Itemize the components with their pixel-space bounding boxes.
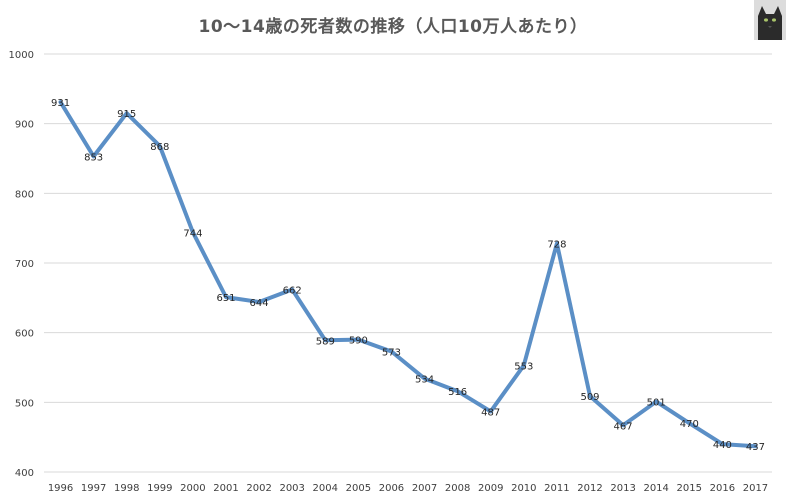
x-tick-label: 2013 (610, 483, 635, 494)
data-label: 470 (680, 419, 699, 430)
y-tick-label: 700 (15, 259, 34, 270)
data-label: 853 (84, 152, 103, 163)
data-label: 931 (51, 98, 70, 109)
x-tick-label: 2012 (577, 483, 602, 494)
cat-photo-icon (754, 0, 786, 40)
data-label: 573 (382, 347, 401, 358)
x-tick-label: 2000 (180, 483, 205, 494)
x-tick-label: 2017 (743, 483, 768, 494)
x-tick-label: 1996 (48, 483, 73, 494)
data-label: 437 (746, 442, 765, 453)
data-label: 589 (316, 336, 335, 347)
data-label: 516 (448, 387, 467, 398)
x-tick-label: 2011 (544, 483, 569, 494)
x-tick-label: 2001 (213, 483, 238, 494)
x-tick-label: 2008 (445, 483, 470, 494)
x-tick-label: 2010 (511, 483, 536, 494)
x-tick-label: 2004 (313, 483, 338, 494)
data-label: 553 (514, 361, 533, 372)
gridlines (44, 53, 772, 473)
data-label: 467 (614, 421, 633, 432)
data-labels: 931 853 915 868 744 651 644 662 589 590 573 534 516 4… (51, 98, 765, 453)
data-label: 744 (183, 228, 202, 239)
data-label: 644 (250, 298, 269, 309)
data-label: 590 (349, 336, 368, 347)
y-tick-label: 400 (15, 468, 34, 479)
x-tick-label: 1998 (114, 483, 139, 494)
x-tick-label: 2003 (279, 483, 304, 494)
x-tick-label: 1999 (147, 483, 172, 494)
data-label: 662 (283, 285, 302, 296)
x-axis-ticks: 1996 1997 1998 1999 2000 2001 2002 2003 2004 2005… (48, 483, 768, 494)
data-label: 440 (713, 440, 732, 451)
x-tick-label: 2005 (346, 483, 371, 494)
y-tick-label: 1000 (9, 50, 34, 61)
x-tick-label: 1997 (81, 483, 106, 494)
data-label: 915 (117, 109, 136, 120)
x-tick-label: 2006 (379, 483, 404, 494)
data-label: 651 (216, 293, 235, 304)
chart-title: 10～14歳の死者数の推移（人口10万人あたり） (198, 17, 588, 37)
x-tick-label: 2014 (643, 483, 668, 494)
y-axis-ticks: 400 500 600 700 800 900 1000 (9, 50, 34, 479)
y-tick-label: 900 (15, 120, 34, 131)
x-tick-label: 2015 (677, 483, 702, 494)
data-label: 534 (415, 375, 434, 386)
series-line (58, 100, 758, 449)
data-label: 501 (647, 398, 666, 409)
y-tick-label: 600 (15, 329, 34, 340)
x-tick-label: 2009 (478, 483, 503, 494)
data-label: 509 (580, 392, 599, 403)
data-label: 868 (150, 142, 169, 153)
x-tick-label: 2016 (710, 483, 735, 494)
y-tick-label: 500 (15, 398, 34, 409)
x-tick-label: 2002 (246, 483, 271, 494)
data-label: 487 (481, 407, 500, 418)
y-tick-label: 800 (15, 189, 34, 200)
data-label: 728 (547, 239, 566, 250)
x-tick-label: 2007 (412, 483, 437, 494)
